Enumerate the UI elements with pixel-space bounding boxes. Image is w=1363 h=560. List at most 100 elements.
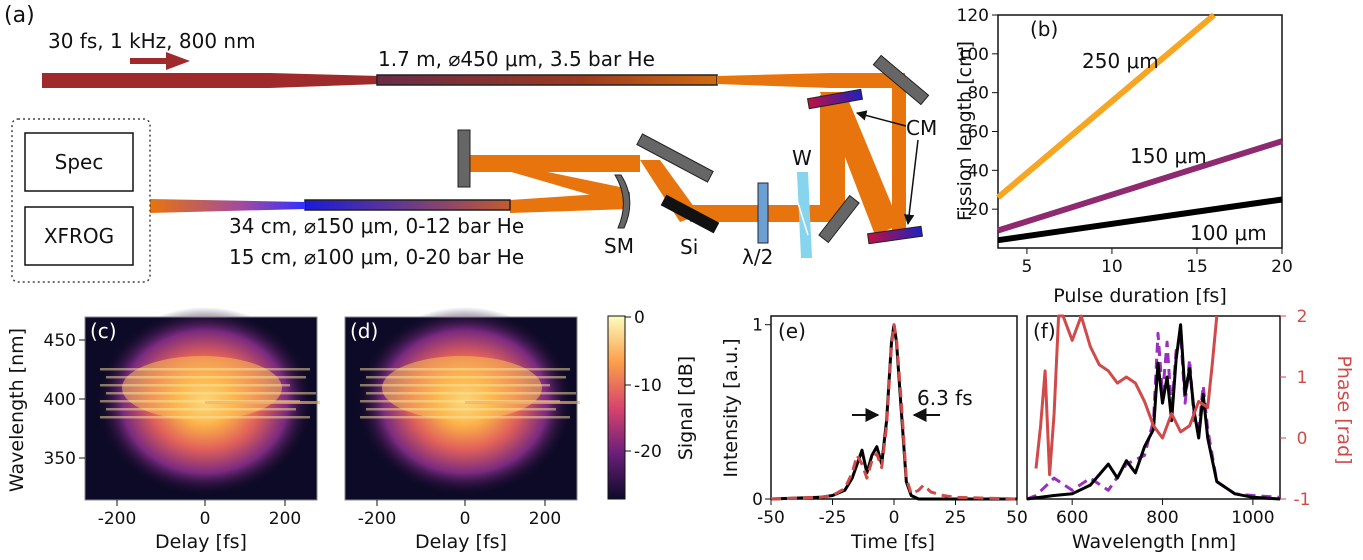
fission-ticks: 5 10 15 20 20 40 60 80 100 120 bbox=[957, 6, 1293, 277]
beam-into-fiber2 bbox=[510, 192, 630, 213]
frog-xtick-label: -200 bbox=[98, 509, 137, 529]
frog-c: (c) bbox=[84, 307, 320, 501]
temporal-plot: (e) 6.3 fs -50 -25 0 25 50 0 1 Time [fs] Inten… bbox=[720, 315, 1028, 553]
spec-label: Spec bbox=[55, 150, 104, 174]
steering-mirror-3 bbox=[872, 54, 930, 106]
si-label: Si bbox=[680, 235, 698, 259]
half-wave-plate bbox=[757, 182, 769, 244]
chirped-mirror-bottom bbox=[867, 225, 923, 245]
laser-label: 30 fs, 1 kHz, 800 nm bbox=[48, 29, 256, 53]
frog-xtick-label: 0 bbox=[460, 509, 471, 529]
series-label-250: 250 μm bbox=[1082, 49, 1159, 73]
fission-length-plot: (b) 250 μm 150 μm 100 μm 5 10 15 20 20 40 60 80… bbox=[954, 6, 1293, 307]
fission-line-0 bbox=[996, 12, 1216, 200]
frog-fringe bbox=[366, 392, 576, 395]
fission-series bbox=[996, 12, 1283, 244]
spectral-ytick-right-label: 2 bbox=[1297, 307, 1308, 327]
temporal-ytick-label: 1 bbox=[752, 316, 763, 336]
cm-label: CM bbox=[906, 116, 937, 140]
spectral-xtick-label: 800 bbox=[1146, 508, 1178, 528]
w-label: W bbox=[792, 146, 812, 170]
temporal-xlabel: Time [fs] bbox=[850, 531, 935, 553]
spectral-xtick-label: 600 bbox=[1056, 508, 1088, 528]
input-beam bbox=[42, 73, 380, 88]
fission-line-1 bbox=[997, 138, 1283, 234]
wedge-pair bbox=[797, 172, 812, 258]
spectral-ytick-right-label: 1 bbox=[1297, 368, 1308, 388]
frog-fringe bbox=[106, 392, 316, 395]
fiber-1-label: 1.7 m, ⌀450 μm, 3.5 bar He bbox=[378, 47, 655, 71]
frog-fringe bbox=[100, 400, 300, 403]
panel-label-e: (e) bbox=[778, 319, 806, 343]
xfrog-label: XFROG bbox=[44, 224, 114, 248]
fiber-2b-label: 15 cm, ⌀100 μm, 0-20 bar He bbox=[229, 245, 524, 269]
frog-fringe bbox=[360, 384, 550, 387]
frog-d-frame bbox=[344, 316, 578, 501]
frog-ticks: 450 400 350 -200 0 200 -200 0 200 bbox=[44, 331, 562, 529]
frog-ytick-label: 400 bbox=[44, 390, 76, 410]
temporal-xtick-label: -50 bbox=[757, 508, 785, 528]
spherical-mirror bbox=[614, 174, 631, 229]
diagnostics-frame bbox=[11, 118, 151, 283]
colorbar: 0 -10 -20 Signal [dB] bbox=[607, 308, 697, 500]
fission-ytick-label: 120 bbox=[957, 6, 989, 26]
frog-fringe bbox=[360, 400, 560, 403]
half-wave-label: λ/2 bbox=[742, 245, 773, 269]
frog-xtick-label: -200 bbox=[358, 509, 397, 529]
frog-d-fringes bbox=[360, 368, 580, 419]
temporal-series bbox=[770, 323, 1018, 501]
temporal-line-retrieved bbox=[770, 323, 1018, 501]
steering-mirror-2 bbox=[818, 194, 860, 244]
frog-ytick-label: 450 bbox=[44, 331, 76, 351]
fission-ytick-label: 20 bbox=[967, 200, 989, 220]
temporal-ticks: -50 -25 0 25 50 0 1 bbox=[752, 316, 1028, 528]
direction-arrow-icon bbox=[130, 52, 190, 70]
panel-label-a: (a) bbox=[4, 3, 35, 28]
fission-xtick-label: 15 bbox=[1186, 257, 1208, 277]
fission-xtick-label: 10 bbox=[1101, 257, 1123, 277]
spectral-ylabel-right: Phase [rad] bbox=[1333, 355, 1355, 464]
spectral-line-measured bbox=[1026, 323, 1281, 501]
fission-xlabel: Pulse duration [fs] bbox=[1053, 285, 1226, 307]
spectral-xtick-label: 1000 bbox=[1231, 508, 1274, 528]
cm-arrow-bottom bbox=[903, 139, 919, 226]
spectral-xlabel: Wavelength [nm] bbox=[1072, 531, 1236, 553]
fission-ytick-label: 40 bbox=[967, 161, 989, 181]
colorbar-tick-label: -10 bbox=[634, 376, 662, 396]
frog-fringe bbox=[366, 408, 556, 411]
panel-label-b: (b) bbox=[1030, 17, 1058, 41]
beam-vertical bbox=[892, 80, 906, 230]
panel-label-c: (c) bbox=[90, 319, 117, 343]
spec-box bbox=[24, 132, 134, 192]
frog-streak bbox=[205, 401, 320, 404]
frog-d: (d) bbox=[344, 307, 580, 501]
fission-ytick-label: 80 bbox=[967, 84, 989, 104]
frog-d-xlabel: Delay [fs] bbox=[415, 531, 507, 553]
frog-fringe bbox=[100, 368, 310, 371]
temporal-ylabel: Intensity [a.u.] bbox=[720, 338, 742, 477]
cm-arrow-top bbox=[855, 110, 907, 127]
temporal-xtick-label: -25 bbox=[819, 508, 847, 528]
beam-out-1 bbox=[717, 73, 905, 88]
fold-mirror bbox=[457, 129, 471, 188]
chirped-mirror-top bbox=[806, 88, 864, 110]
spectral-line-phase bbox=[1034, 314, 1219, 477]
spectral-series bbox=[1026, 314, 1281, 501]
setup-diagram: (a) 30 fs, 1 kHz, 800 nm 1.7 m, ⌀450 μm,… bbox=[4, 3, 937, 283]
beam-fold-diag bbox=[470, 160, 625, 205]
frog-ylabel: Wavelength [nm] bbox=[6, 328, 28, 492]
series-label-150: 150 μm bbox=[1130, 144, 1207, 168]
beam-vertical-left bbox=[820, 95, 845, 218]
sm-label: SM bbox=[604, 234, 634, 258]
temporal-line-measured bbox=[770, 323, 1017, 501]
spectral-plot: (f) 600 800 1000 -1 0 1 2 Wavelength [nm] Phas… bbox=[1026, 307, 1355, 553]
si-plate bbox=[660, 194, 720, 234]
fiber-2a-label: 34 cm, ⌀150 μm, 0-12 bar He bbox=[229, 214, 524, 238]
frog-fringe bbox=[106, 408, 296, 411]
frog-ytick-label: 350 bbox=[44, 449, 76, 469]
fiber-1 bbox=[376, 74, 718, 86]
temporal-axes-frame bbox=[770, 315, 1018, 500]
frog-c-xlabel: Delay [fs] bbox=[155, 531, 247, 553]
frog-c-fringes bbox=[100, 368, 320, 419]
fission-ylabel: Fission length [cm] bbox=[954, 41, 976, 221]
